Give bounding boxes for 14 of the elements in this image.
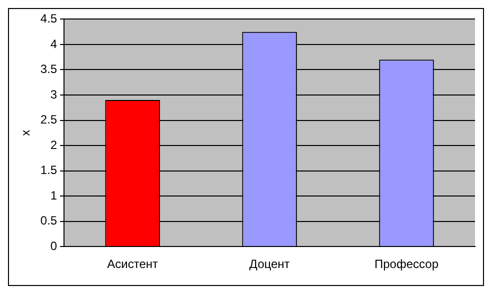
y-axis-title: x xyxy=(18,130,33,136)
y-tick-label: 0 xyxy=(50,238,58,253)
y-tick-label: 4.5 xyxy=(40,12,58,26)
x-tick-label: Асистент xyxy=(107,257,158,272)
y-tick-label: 4 xyxy=(50,36,58,51)
y-tick-label: 1 xyxy=(50,188,58,202)
y-tick-label: 3.5 xyxy=(40,62,58,76)
y-tick-label: 0.5 xyxy=(40,214,58,228)
x-tick-label: Профессор xyxy=(374,257,439,272)
y-tick-label: 1.5 xyxy=(40,163,58,178)
y-tick-label: 2 xyxy=(50,138,58,152)
y-tick-label: 2.5 xyxy=(40,112,58,127)
y-tick-label: 3 xyxy=(50,87,58,102)
x-tick-label: Доцент xyxy=(249,257,290,272)
